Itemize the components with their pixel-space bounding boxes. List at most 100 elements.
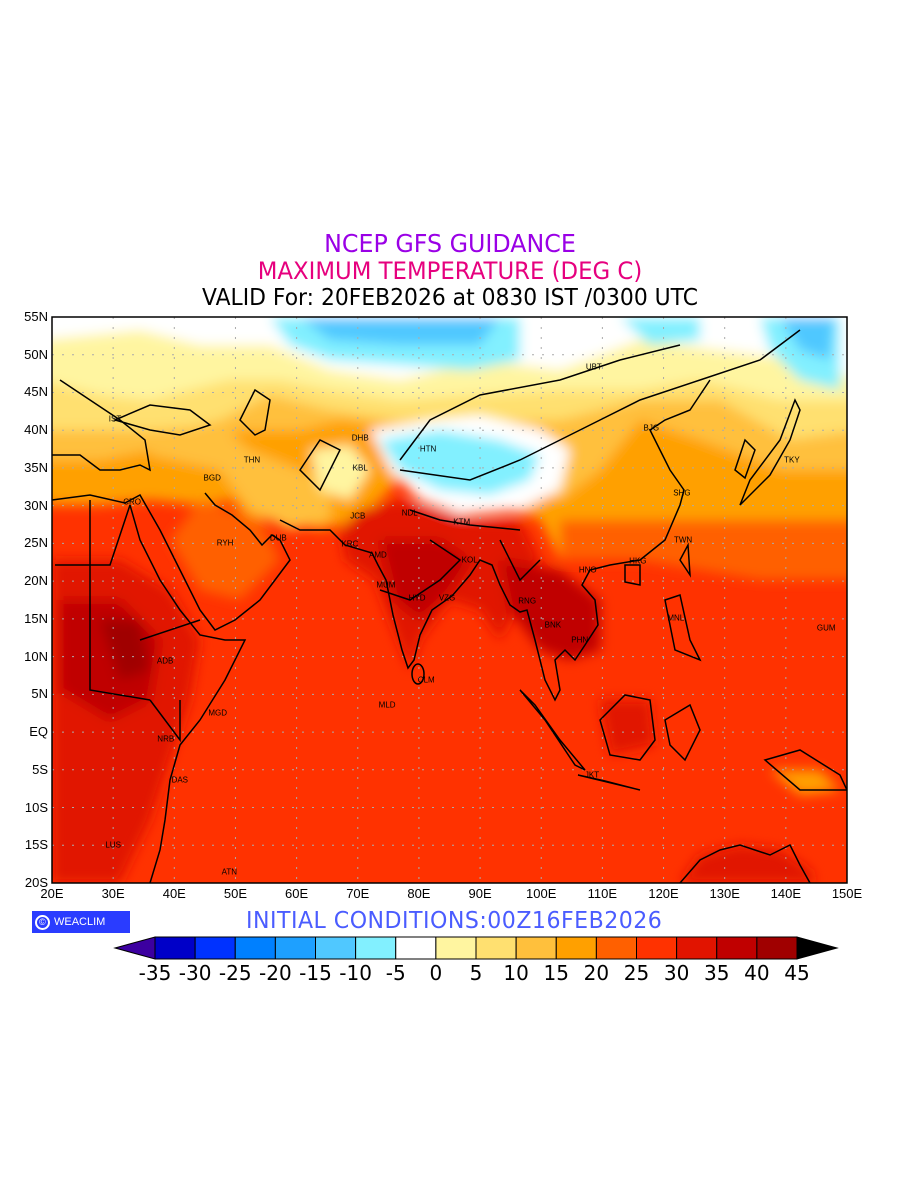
title-variable: MAXIMUM TEMPERATURE (DEG C) <box>257 257 643 285</box>
lat-tick-label: 40N <box>24 422 48 438</box>
city-label: KTM <box>453 517 471 527</box>
colorbar-label: 45 <box>784 961 810 985</box>
city-label: CRO <box>123 497 141 507</box>
colorbar-swatch <box>315 936 357 960</box>
colorbar-label: 15 <box>543 961 569 985</box>
colorbar-swatch <box>194 936 236 960</box>
colorbar-swatch <box>274 936 316 960</box>
lon-tick-label: 70E <box>346 886 370 901</box>
colorbar-swatch <box>355 936 397 960</box>
city-label: NDL <box>401 508 418 518</box>
colorbar-swatch <box>676 936 718 960</box>
city-label: SHG <box>673 488 691 498</box>
lat-tick-label: 5N <box>31 686 48 702</box>
city-label: MGD <box>208 708 228 718</box>
city-label: BNK <box>544 620 562 630</box>
coastlines <box>52 329 847 883</box>
colorbar-swatch <box>595 936 637 960</box>
initial-conditions: INITIAL CONDITIONS:00Z16FEB2026 <box>246 908 663 934</box>
lat-tick-label: 10S <box>24 799 48 815</box>
colorbar-swatch <box>395 936 437 960</box>
colorbar-label: 40 <box>744 961 770 985</box>
city-label: BGD <box>203 473 221 483</box>
city-label: HTN <box>419 444 437 454</box>
lon-tick-label: 150E <box>831 886 863 901</box>
city-label: KOL <box>461 555 478 565</box>
city-label: HNO <box>578 565 597 575</box>
lon-tick-label: 60E <box>285 886 309 901</box>
copyright-icon: © <box>35 914 50 930</box>
colorbar-label: 5 <box>469 961 483 985</box>
temperature-field <box>52 317 847 883</box>
city-label: NRB <box>157 734 175 744</box>
colorbar <box>113 936 839 960</box>
lat-tick-label: 25N <box>24 535 48 551</box>
city-label: RNG <box>518 596 537 606</box>
city-label: AMD <box>369 550 387 560</box>
colorbar-swatch <box>475 936 517 960</box>
city-label: JKT <box>584 770 600 780</box>
map-frame <box>51 316 848 884</box>
city-label: KRC <box>341 539 359 549</box>
lon-tick-label: 100E <box>526 886 557 901</box>
lon-tick-label: 140E <box>770 886 802 901</box>
logo-text: WEACLIM <box>54 916 106 928</box>
city-label: KBL <box>352 463 368 473</box>
colorbar-swatch <box>234 936 276 960</box>
city-label: TKY <box>784 455 800 465</box>
lon-tick-label: 110E <box>587 886 618 901</box>
colorbar-label: -30 <box>178 961 212 985</box>
colorbar-swatch <box>756 936 798 960</box>
city-label: BJG <box>643 423 660 433</box>
city-label: ADB <box>156 656 174 666</box>
colorbar-swatch <box>555 936 597 960</box>
city-label: TWN <box>673 535 693 545</box>
city-label: PHN <box>571 635 589 645</box>
city-label: MUM <box>376 580 396 590</box>
lon-tick-label: 40E <box>162 886 186 901</box>
lat-tick-label: 45N <box>24 384 48 400</box>
city-label: HKG <box>629 556 647 566</box>
colorbar-label: 10 <box>503 961 529 985</box>
colorbar-under-triangle <box>113 936 156 960</box>
title-ncep-gfs: NCEP GFS GUIDANCE <box>324 229 576 258</box>
lat-tick-label: 15N <box>24 610 48 626</box>
city-label: THN <box>243 455 261 465</box>
weaclim-logo: © WEACLIM <box>32 911 130 933</box>
lon-tick-label: 20E <box>40 886 64 901</box>
city-label: LUS <box>105 840 121 850</box>
lat-tick-label: 5S <box>32 761 48 777</box>
colorbar-label: 0 <box>429 961 443 985</box>
lon-tick-label: 30E <box>101 886 125 901</box>
lat-tick-label: 50N <box>24 346 48 362</box>
lat-tick-label: EQ <box>29 724 48 740</box>
city-label: VZG <box>438 593 456 603</box>
colorbar-swatch <box>154 936 196 960</box>
colorbar-swatch <box>716 936 758 960</box>
lon-tick-label: 130E <box>709 886 740 901</box>
city-label: HYD <box>408 593 426 603</box>
lat-tick-label: 35N <box>24 459 48 475</box>
lon-tick-label: 90E <box>468 886 492 901</box>
lon-tick-label: 50E <box>223 886 248 901</box>
colorbar-label: 30 <box>663 961 690 985</box>
colorbar-label: -20 <box>259 961 292 985</box>
lat-tick-label: 30N <box>24 497 48 513</box>
city-label: UBT <box>585 362 602 372</box>
colorbar-label: 25 <box>623 961 650 985</box>
lat-tick-label: 20S <box>24 875 48 890</box>
lat-tick-label: 20N <box>24 573 48 589</box>
graticule <box>52 317 847 883</box>
city-label: DAS <box>171 775 189 785</box>
lat-tick-label: 10N <box>24 648 48 664</box>
colorbar-label: 35 <box>704 961 730 985</box>
city-label: CLM <box>417 675 435 685</box>
colorbar-swatch <box>636 936 678 960</box>
city-label: JCB <box>350 511 366 521</box>
city-label: DUB <box>269 533 287 543</box>
lon-tick-label: 120E <box>648 886 679 901</box>
colorbar-label: -15 <box>299 961 332 985</box>
temperature-map <box>51 316 848 960</box>
city-label: GUM <box>816 623 836 633</box>
city-label: RYH <box>216 538 234 548</box>
